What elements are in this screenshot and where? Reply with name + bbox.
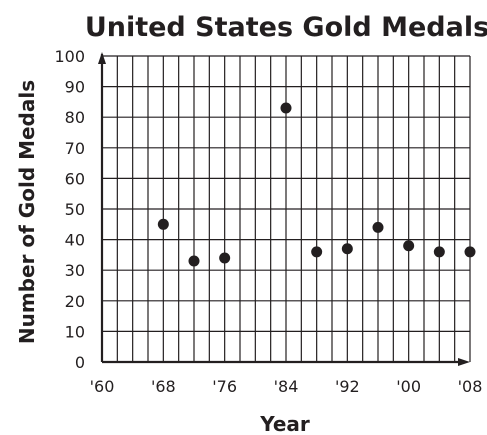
data-point bbox=[341, 243, 353, 255]
data-point bbox=[464, 246, 476, 258]
y-tick-labels: 0 10 20 30 40 50 60 70 80 90 100 bbox=[54, 47, 85, 372]
x-tick-label: '84 bbox=[274, 377, 299, 396]
y-tick-label: 40 bbox=[65, 231, 85, 250]
axes bbox=[98, 52, 470, 366]
data-point bbox=[403, 240, 415, 252]
x-axis-arrow bbox=[458, 358, 470, 366]
y-tick-label: 80 bbox=[65, 108, 85, 127]
y-tick-label: 0 bbox=[75, 353, 85, 372]
data-points bbox=[157, 102, 476, 267]
y-tick-label: 100 bbox=[54, 47, 85, 66]
y-tick-label: 90 bbox=[65, 78, 85, 97]
x-tick-label: '92 bbox=[335, 377, 360, 396]
x-tick-label: '68 bbox=[151, 377, 176, 396]
x-tick-label: '76 bbox=[212, 377, 237, 396]
y-tick-label: 60 bbox=[65, 169, 85, 188]
y-tick-label: 10 bbox=[65, 322, 85, 341]
x-tick-label: '08 bbox=[458, 377, 483, 396]
data-point bbox=[188, 255, 200, 267]
x-axis-label: Year bbox=[259, 412, 310, 435]
data-point bbox=[280, 102, 292, 114]
y-axis-arrow bbox=[98, 52, 106, 64]
y-axis-label: Number of Gold Medals bbox=[15, 80, 39, 344]
y-tick-label: 70 bbox=[65, 139, 85, 158]
y-tick-label: 20 bbox=[65, 292, 85, 311]
y-tick-label: 30 bbox=[65, 261, 85, 280]
data-point bbox=[311, 246, 323, 258]
x-tick-label: '00 bbox=[396, 377, 421, 396]
grid bbox=[102, 55, 471, 362]
y-tick-label: 50 bbox=[65, 200, 85, 219]
x-tick-labels: '60 '68 '76 '84 '92 '00 '08 bbox=[90, 377, 483, 396]
chart-title: United States Gold Medals bbox=[85, 12, 487, 43]
data-point bbox=[372, 221, 384, 233]
data-point bbox=[157, 218, 169, 230]
x-tick-label: '60 bbox=[90, 377, 115, 396]
data-point bbox=[219, 252, 231, 264]
data-point bbox=[433, 246, 445, 258]
